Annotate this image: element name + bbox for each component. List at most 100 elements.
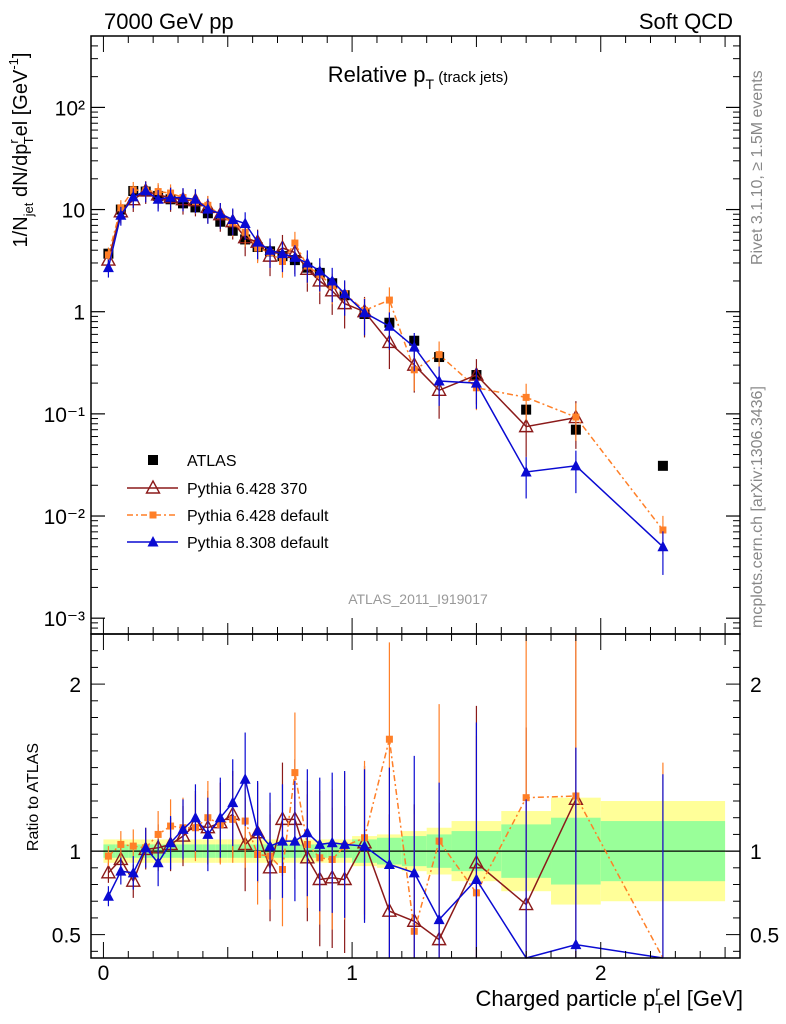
y-tick-label: 10 [62,200,85,223]
data-point [289,251,301,262]
ratio-point [100,864,117,879]
data-point [657,460,668,471]
legend-entry: Pythia 6.428 370 [127,479,307,498]
data-point [177,191,189,203]
data-point [385,296,393,304]
ratio-point [154,830,162,838]
series-1 [100,181,584,457]
series-line [107,189,664,548]
series-line [107,189,664,531]
legend-label: ATLAS [187,453,237,470]
ratio-point [408,866,420,878]
ratio-point [165,836,177,848]
ratio-series-1 [104,634,664,959]
y-axis-label: 1/Njet dN/dprTel [GeV-1] [6,53,36,248]
ratio-point [326,836,338,848]
y-tick-label: 1 [73,302,85,325]
data-point [127,190,139,202]
data-point [383,320,395,331]
ratio-point [115,865,127,876]
ratio-point [117,840,125,848]
data-point [152,193,164,204]
data-point [522,393,530,401]
data-point [572,413,580,421]
data-point [102,261,114,273]
legend: ATLAS Pythia 6.428 370 Pythia 6.428 defaul… [127,453,329,552]
data-point [359,306,371,318]
ratio-point [227,796,239,808]
data-point [252,236,264,247]
ratio-point [314,838,326,849]
ratio-point [152,856,164,868]
data-point [239,217,251,229]
data-point [165,191,177,202]
data-point [408,341,420,352]
data-point [433,374,445,386]
data-point [470,377,482,388]
x-axis: 0 1 2 [98,36,726,985]
ratio-point [252,825,264,836]
data-point [520,465,532,477]
data-point [339,287,351,299]
ratio-point [102,890,114,901]
ratio-series-line [107,777,664,959]
data-point [291,239,299,247]
data-point [326,274,338,286]
data-point [104,251,112,259]
ratio-series-0 [100,634,584,958]
ratio-point [385,735,393,743]
data-point [518,418,534,433]
data-point [140,184,152,196]
ratio-point [276,835,288,846]
ratio-point [177,823,189,834]
ratio-point [202,828,214,839]
collision-label: 7000 GeV pp [104,9,234,34]
mcplots-reference-label: mcplots.cern.ch [arXiv:1306.3436] [749,386,766,628]
ratio-point [433,913,445,925]
ratio-point [140,841,152,853]
series-2 [104,181,667,555]
legend-entry: ATLAS [148,453,237,470]
ratio-tick-label: 1 [69,841,81,864]
ratio-point [104,852,112,860]
x-tick-label: 1 [346,962,358,985]
ratio-y-axis: 0.5 0.5 1 1 2 2 [52,650,779,952]
legend-marker [147,536,159,547]
data-point [276,247,288,259]
legend-entry: Pythia 8.308 default [127,535,329,552]
ratio-point [383,858,395,869]
ratio-series-line [107,739,664,959]
y-tick-label: 10² [55,97,85,120]
legend-label: Pythia 6.428 default [187,508,329,525]
data-point [115,209,127,220]
ratio-y-axis-label: Ratio to ATLAS [25,743,42,851]
ratio-tick-label-right: 2 [750,674,762,697]
data-point [657,540,669,552]
ratio-point [127,866,139,878]
rivet-version-label: Rivet 3.1.10, ≥ 1.5M events [749,70,766,265]
legend-label: Pythia 8.308 default [187,535,329,552]
legend-marker [148,455,158,465]
category-label: Soft QCD [639,9,733,34]
data-point [214,207,226,219]
ratio-series-layer [100,634,664,959]
data-point [301,256,313,268]
y-tick-label: 10⁻² [44,506,85,529]
ratio-point [289,835,301,846]
data-point [570,459,582,471]
ratio-point [570,938,582,950]
ratio-point [301,826,313,838]
data-point [659,526,667,534]
data-point [314,265,326,276]
ratio-point [239,773,251,784]
series-3 [102,181,669,575]
data-point [189,193,201,204]
legend-entry: Pythia 6.428 default [127,508,329,525]
x-tick-label: 0 [98,962,110,985]
data-point [227,213,239,224]
ratio-point [264,840,276,851]
ratio-point [339,838,351,849]
data-point [435,351,443,359]
ratio-frame [90,633,741,959]
